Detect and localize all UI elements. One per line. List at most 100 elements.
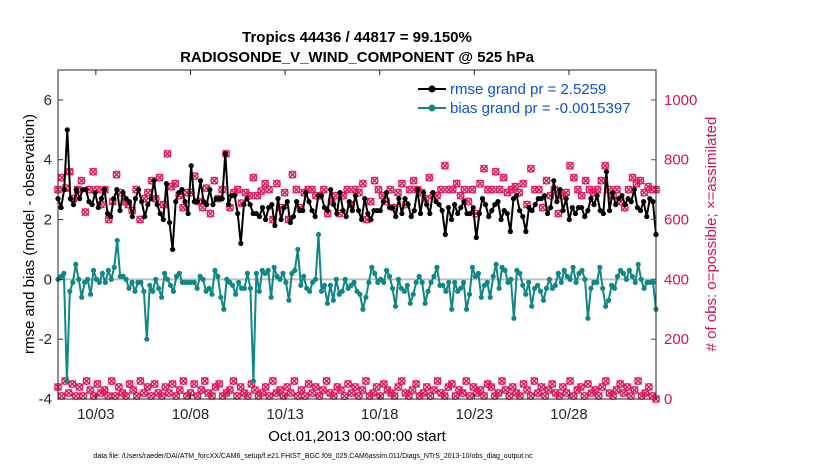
rmse-point (194, 199, 201, 205)
obs-assimilated-circle (498, 377, 507, 386)
bias-point (330, 297, 336, 303)
obs-possible-cross (487, 185, 496, 194)
rmse-point (290, 213, 297, 220)
obs-possible-circle (171, 179, 180, 188)
obs-possible-circle (612, 185, 621, 194)
obs-assimilated-cross (225, 386, 234, 395)
obs-possible-cross (499, 173, 508, 182)
x-tick-label: 10/18 (361, 406, 399, 423)
bias-point (233, 291, 239, 297)
rmse-point (259, 204, 266, 211)
rmse-point (489, 207, 495, 214)
rmse-point (476, 210, 482, 217)
bias-point (582, 276, 588, 282)
y-left-tick-label: 4 (44, 152, 52, 169)
bias-point (153, 276, 159, 282)
bias-point (191, 279, 197, 285)
obs-assimilated-cross (290, 377, 299, 386)
bias-point (520, 282, 526, 288)
obs-possible-circle (292, 185, 301, 194)
obs-possible-cross (476, 179, 485, 188)
obs-assimilated-cross (397, 377, 406, 386)
bias-point (466, 291, 473, 297)
bias-point (452, 279, 458, 285)
bias-point (96, 279, 103, 285)
obs-assimilated-cross (505, 392, 514, 401)
obs-possible-cross (272, 179, 281, 188)
bias-point (218, 294, 224, 300)
rmse-point (293, 199, 300, 205)
obs-possible-circle (569, 173, 578, 182)
obs-possible-circle (456, 191, 465, 200)
bias-point (132, 288, 138, 294)
obs-possible-cross (566, 161, 575, 170)
bias-point (386, 273, 393, 279)
rmse-point (424, 201, 430, 208)
obs-assimilated-cross (175, 386, 184, 395)
bias-point (244, 270, 251, 276)
bias-point (357, 291, 363, 297)
rmse-point (473, 234, 479, 241)
bias-point (458, 285, 464, 291)
rmse-point (610, 190, 616, 196)
bias-point (614, 273, 621, 279)
bias-point (280, 270, 286, 276)
obs-possible-cross (171, 179, 180, 188)
rmse-point (207, 187, 213, 193)
bias-point (440, 282, 446, 288)
bias-point (161, 270, 168, 276)
obs-possible-circle (448, 185, 457, 194)
rmse-point (303, 190, 309, 196)
obs-assimilated-circle (630, 386, 639, 395)
obs-possible-circle (437, 185, 446, 194)
obs-possible-circle (358, 179, 367, 188)
obs-assimilated-cross (265, 392, 274, 401)
bias-point (419, 279, 425, 285)
bias-point (292, 267, 298, 273)
bias-point (552, 282, 558, 288)
legend-rmse-marker (428, 85, 436, 93)
obs-possible-cross (491, 167, 500, 176)
obs-possible-circle (206, 209, 215, 218)
bias-point (73, 261, 79, 268)
obs-assimilated-circle (107, 377, 116, 386)
obs-assimilated-cross (243, 392, 252, 401)
obs-assimilated-cross (494, 389, 503, 398)
obs-possible-cross (257, 187, 266, 196)
bias-point (428, 279, 434, 285)
obs-possible-cross (597, 176, 606, 185)
obs-possible-circle (112, 170, 121, 179)
rmse-point (548, 204, 554, 211)
rmse-point (89, 201, 95, 208)
bias-point (286, 297, 292, 303)
obs-assimilated-cross (580, 392, 589, 401)
bias-point (230, 282, 236, 288)
rmse-point (139, 199, 145, 205)
rmse-point (340, 207, 346, 214)
obs-assimilated-cross (465, 392, 474, 401)
series-layer (55, 127, 659, 384)
bias-point (277, 276, 283, 282)
obs-assimilated-cross (111, 392, 120, 401)
obs-possible-cross (288, 170, 297, 179)
obs-assimilated-cross (555, 392, 564, 401)
bias-point (611, 285, 618, 291)
bias-point (508, 276, 514, 282)
bias-point (558, 279, 564, 285)
obs-assimilated-cross (623, 383, 632, 392)
obs-possible-cross (89, 167, 98, 176)
bias-point (206, 285, 212, 291)
rmse-point (269, 201, 275, 208)
rmse-point (569, 204, 575, 211)
bias-point (61, 270, 67, 276)
obs-assimilated-circle (179, 377, 188, 386)
rmse-point (644, 213, 650, 220)
obs-assimilated-circle (412, 380, 421, 389)
obs-possible-circle (577, 191, 586, 200)
bias-point (446, 279, 452, 285)
obs-possible-circle (386, 185, 395, 194)
bias-point (650, 279, 656, 285)
rmse-point (498, 216, 504, 223)
bias-point (301, 273, 307, 279)
